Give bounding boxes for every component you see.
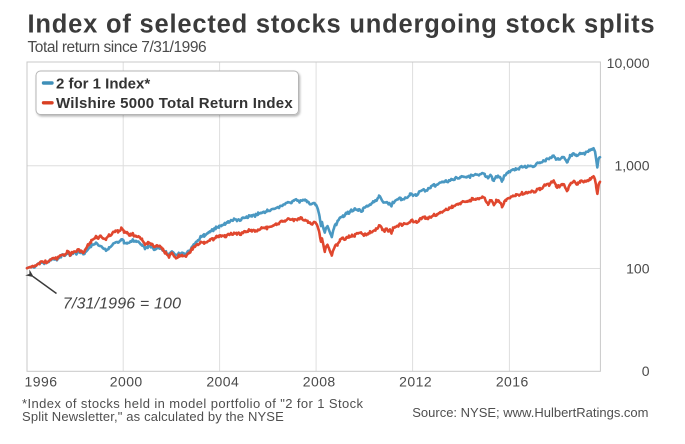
svg-text:1,000: 1,000: [614, 158, 649, 174]
svg-text:2 for 1 Index*: 2 for 1 Index*: [56, 76, 150, 93]
svg-text:2004: 2004: [206, 374, 239, 390]
svg-text:Wilshire 5000 Total Return Ind: Wilshire 5000 Total Return Index: [56, 95, 293, 112]
svg-text:7/31/1996 = 100: 7/31/1996 = 100: [63, 296, 181, 313]
svg-text:0: 0: [642, 363, 650, 379]
svg-text:Index of selected stocks under: Index of selected stocks undergoing stoc…: [28, 11, 656, 39]
svg-text:1996: 1996: [25, 374, 58, 390]
svg-text:2000: 2000: [110, 374, 143, 390]
svg-text:Split Newsletter," as calculat: Split Newsletter," as calculated by the …: [22, 409, 284, 424]
svg-text:2012: 2012: [399, 374, 432, 390]
svg-text:*Index of stocks held in model: *Index of stocks held in model portfolio…: [22, 396, 364, 411]
svg-text:10,000: 10,000: [607, 55, 650, 71]
svg-text:Source: NYSE; www.HulbertRatin: Source: NYSE; www.HulbertRatings.com: [412, 405, 648, 420]
svg-text:2008: 2008: [303, 374, 336, 390]
svg-text:Total return since 7/31/1996: Total return since 7/31/1996: [28, 39, 207, 56]
svg-text:100: 100: [626, 260, 650, 276]
svg-text:2016: 2016: [496, 374, 529, 390]
